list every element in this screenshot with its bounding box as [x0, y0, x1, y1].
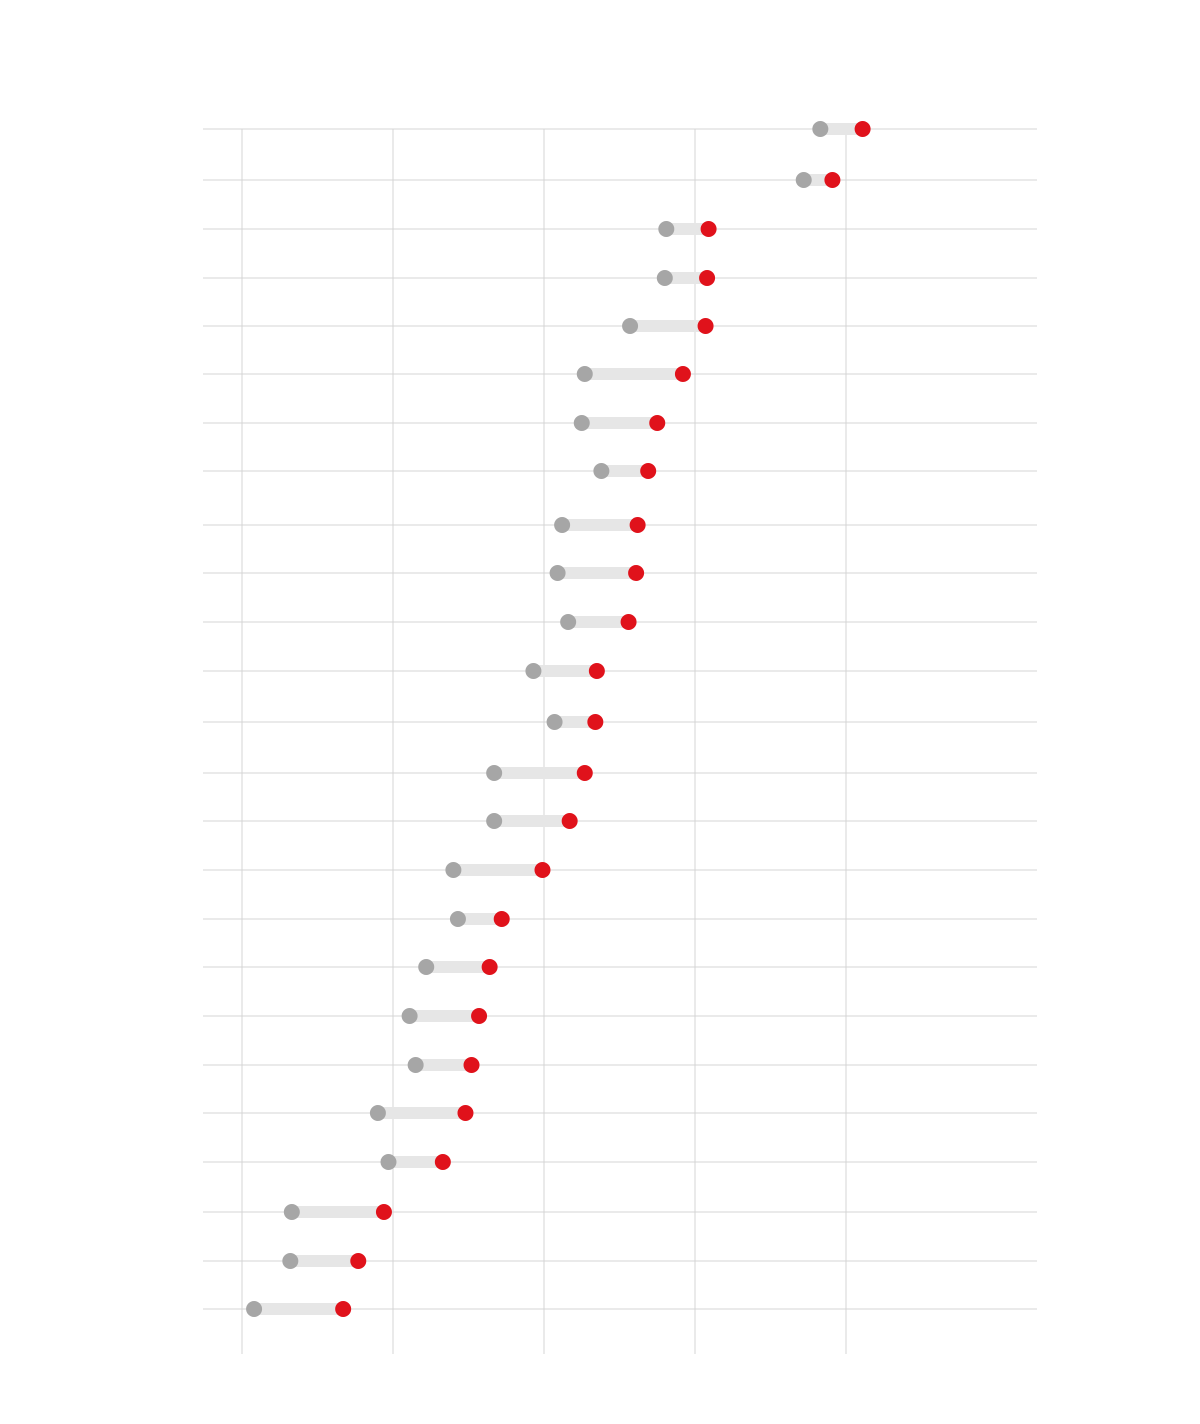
start-point-21: [369, 1105, 386, 1121]
end-point-4: [699, 270, 716, 286]
end-point-2: [824, 172, 841, 188]
start-point-9: [554, 517, 571, 533]
end-point-21: [457, 1105, 474, 1121]
start-point-14: [486, 765, 503, 781]
start-point-18: [418, 959, 435, 975]
start-point-11: [560, 614, 577, 630]
start-point-1: [812, 121, 829, 137]
start-point-10: [549, 565, 566, 581]
start-point-20: [407, 1057, 424, 1073]
start-point-8: [593, 463, 610, 479]
end-point-9: [629, 517, 646, 533]
start-point-19: [401, 1008, 418, 1024]
start-point-4: [656, 270, 673, 286]
start-point-2: [795, 172, 812, 188]
end-point-14: [576, 765, 593, 781]
end-point-12: [588, 663, 605, 679]
horizontal-gridlines: [203, 128, 1037, 1310]
end-point-5: [697, 318, 714, 334]
end-point-16: [534, 862, 551, 878]
end-point-8: [640, 463, 657, 479]
data-points: [246, 121, 871, 1317]
start-point-6: [576, 366, 593, 382]
start-point-15: [486, 813, 503, 829]
start-point-5: [622, 318, 639, 334]
end-point-7: [649, 415, 666, 431]
end-point-22: [434, 1154, 451, 1170]
start-point-23: [283, 1204, 300, 1220]
end-point-11: [620, 614, 637, 630]
vertical-gridlines: [241, 129, 847, 1354]
start-point-13: [546, 714, 563, 730]
end-point-1: [854, 121, 871, 137]
end-point-18: [481, 959, 498, 975]
end-point-24: [350, 1253, 367, 1269]
start-point-3: [658, 221, 675, 237]
end-point-17: [493, 911, 510, 927]
end-point-15: [561, 813, 578, 829]
end-point-10: [628, 565, 645, 581]
start-point-16: [445, 862, 462, 878]
start-point-24: [282, 1253, 299, 1269]
start-point-17: [449, 911, 466, 927]
end-point-20: [463, 1057, 480, 1073]
end-point-23: [375, 1204, 392, 1220]
end-point-13: [587, 714, 604, 730]
end-point-25: [335, 1301, 352, 1317]
end-point-19: [471, 1008, 488, 1024]
end-point-6: [674, 366, 691, 382]
start-point-25: [246, 1301, 263, 1317]
end-point-3: [700, 221, 717, 237]
start-point-22: [380, 1154, 397, 1170]
start-point-12: [525, 663, 542, 679]
start-point-7: [573, 415, 590, 431]
